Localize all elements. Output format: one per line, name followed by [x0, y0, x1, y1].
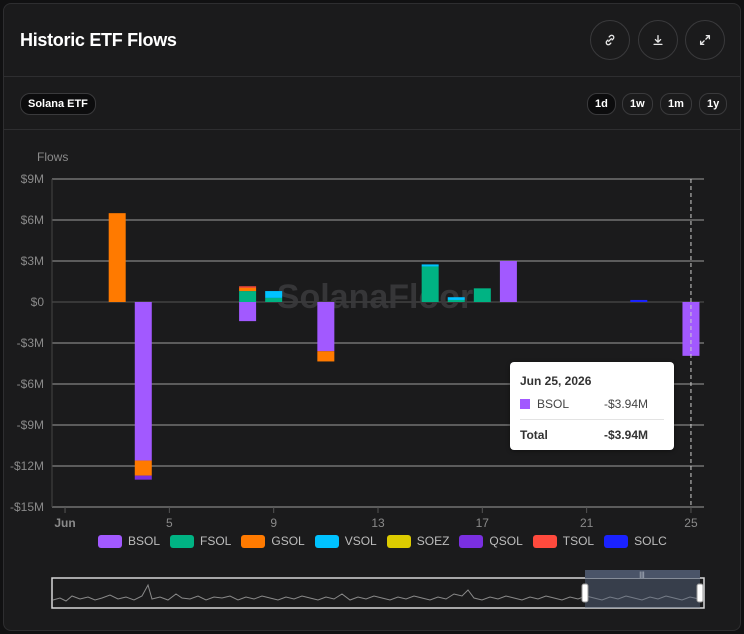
- watermark-text: SolanaFloor: [277, 278, 473, 316]
- tooltip-divider: [520, 419, 664, 420]
- bar-tsol: [239, 286, 257, 288]
- y-tick-label: $0: [31, 295, 45, 309]
- range-1w-button[interactable]: 1w: [622, 93, 653, 115]
- bar-fsol: [421, 266, 439, 302]
- y-tick-label: -$15M: [10, 500, 44, 514]
- legend-item-vsol[interactable]: VSOL: [314, 534, 377, 548]
- legend-item-soez[interactable]: SOEZ: [386, 534, 450, 548]
- tooltip-date: Jun 25, 2026: [520, 374, 592, 388]
- legend-item-solc[interactable]: SOLC: [604, 534, 667, 548]
- legend-label: SOLC: [634, 534, 667, 548]
- y-tick-label: $3M: [21, 254, 44, 268]
- bar-gsol: [317, 351, 335, 362]
- legend-label: GSOL: [271, 534, 305, 548]
- bar-vsol: [421, 264, 439, 267]
- legend-item-bsol[interactable]: BSOL: [98, 534, 160, 548]
- bar-bsol: [239, 302, 257, 322]
- download-button[interactable]: [638, 20, 678, 60]
- bar-fsol: [265, 297, 283, 302]
- y-tick-label: -$6M: [17, 377, 44, 391]
- bar-bsol: [317, 302, 335, 352]
- navigator-right-handle[interactable]: [696, 583, 704, 603]
- navigator-left-handle[interactable]: [581, 583, 589, 603]
- legend-item-tsol[interactable]: TSOL: [532, 534, 595, 548]
- card-header: Historic ETF Flows: [4, 4, 740, 77]
- legend-swatch: [241, 534, 266, 548]
- x-tick-label: 25: [684, 516, 698, 530]
- x-tick-label: 13: [371, 516, 385, 530]
- legend-swatch: [459, 534, 484, 548]
- bar-bsol: [499, 261, 517, 302]
- chart-controls: Solana ETF 1d 1w 1m 1y: [4, 77, 740, 130]
- y-tick-label: $9M: [21, 172, 44, 186]
- tooltip-series-name: BSOL: [537, 397, 570, 411]
- legend-item-gsol[interactable]: GSOL: [241, 534, 305, 548]
- x-tick-label: 17: [476, 516, 490, 530]
- etf-flows-card: Historic ETF Flows Solana ETF 1d 1w 1m 1…: [3, 3, 741, 631]
- y-axis-label: Flows: [37, 150, 68, 164]
- bar-solc: [630, 299, 648, 302]
- bar-fsol: [239, 291, 257, 302]
- scrollbar-grip-icon: |||: [639, 572, 645, 579]
- y-tick-label: -$12M: [10, 459, 44, 473]
- legend-label: SOEZ: [416, 534, 450, 548]
- download-icon: [653, 34, 663, 46]
- range-1y-button[interactable]: 1y: [699, 93, 728, 115]
- bar-fsol: [473, 288, 491, 302]
- hover-tooltip: Jun 25, 2026 BSOL -$3.94M Total -$3.94M: [510, 362, 674, 450]
- bar-vsol: [447, 297, 465, 300]
- fullscreen-button[interactable]: [685, 20, 725, 60]
- legend-label: VSOL: [344, 534, 377, 548]
- tooltip-total-value: -$3.94M: [603, 428, 648, 442]
- y-tick-label: $6M: [21, 213, 44, 227]
- legend-swatch: [604, 534, 629, 548]
- tooltip-series-value: -$3.94M: [603, 397, 648, 411]
- bar-qsol: [134, 475, 152, 480]
- chart-legend: BSOL FSOL GSOL VSOL SOEZ QSOL TSOL SOLC: [98, 534, 677, 548]
- x-tick-label: 9: [270, 516, 277, 530]
- expand-icon: [699, 34, 711, 46]
- legend-swatch: [386, 534, 411, 548]
- bar-fsol: [447, 299, 465, 302]
- tooltip-total-label: Total: [520, 428, 548, 442]
- bar-gsol: [134, 460, 152, 476]
- range-navigator[interactable]: [51, 577, 705, 609]
- legend-swatch: [532, 534, 557, 548]
- bar-vsol: [265, 291, 283, 298]
- legend-label: TSOL: [562, 534, 595, 548]
- tooltip-series-swatch: [520, 399, 530, 409]
- range-1d-button[interactable]: 1d: [587, 93, 616, 115]
- bar-bsol: [134, 302, 152, 461]
- y-tick-label: -$9M: [17, 418, 44, 432]
- legend-swatch: [314, 534, 339, 548]
- x-tick-label: 21: [580, 516, 594, 530]
- legend-label: QSOL: [489, 534, 523, 548]
- legend-item-qsol[interactable]: QSOL: [459, 534, 523, 548]
- legend-swatch: [170, 534, 195, 548]
- bar-gsol: [108, 213, 126, 302]
- navigator-scrollbar[interactable]: [585, 570, 700, 578]
- copy-link-button[interactable]: [590, 20, 630, 60]
- chart-title: Historic ETF Flows: [20, 30, 177, 50]
- x-tick-label: 5: [166, 516, 173, 530]
- link-icon: [605, 34, 615, 46]
- bar-gsol: [239, 287, 257, 292]
- y-tick-label: -$3M: [17, 336, 44, 350]
- solana-etf-filter[interactable]: Solana ETF: [20, 93, 96, 115]
- legend-swatch: [98, 534, 122, 548]
- legend-label: FSOL: [200, 534, 232, 548]
- range-1m-button[interactable]: 1m: [660, 93, 692, 115]
- x-tick-label: Jun: [54, 516, 75, 530]
- legend-item-fsol[interactable]: FSOL: [170, 534, 231, 548]
- navigator-selection[interactable]: [585, 578, 700, 608]
- legend-label: BSOL: [128, 534, 161, 548]
